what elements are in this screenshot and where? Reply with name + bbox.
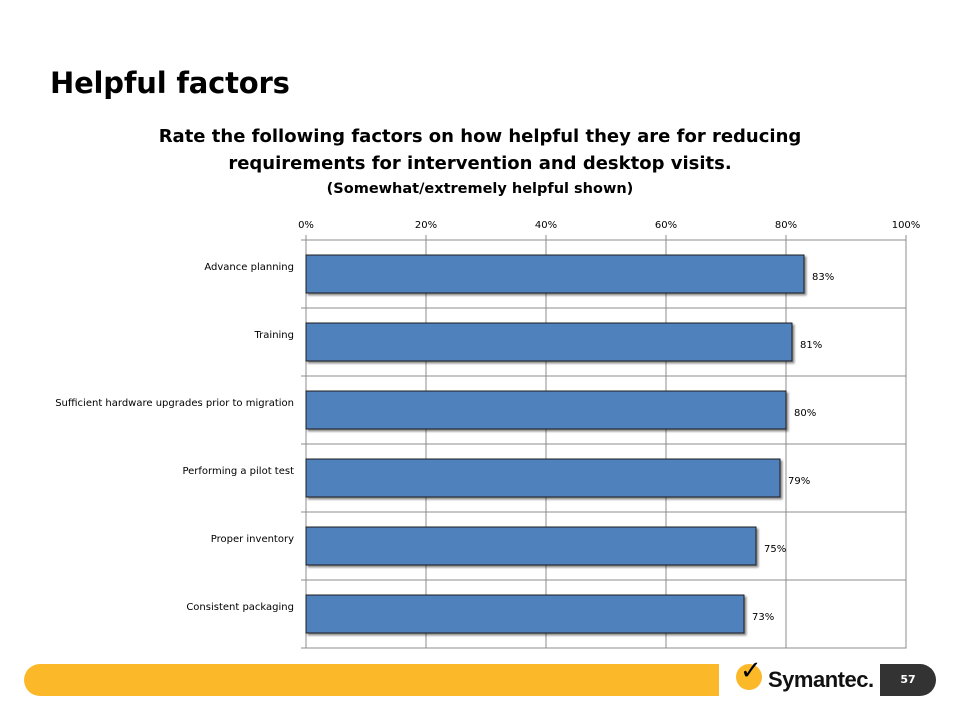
- x-tick-label: 60%: [655, 220, 677, 231]
- chart-title-line-2: requirements for intervention and deskto…: [228, 153, 732, 174]
- plot-area: [305, 239, 907, 649]
- bar: [305, 594, 745, 634]
- bar: [305, 254, 805, 294]
- slide-title: Helpful factors: [50, 66, 290, 100]
- x-tick-label: 0%: [298, 220, 314, 231]
- chart-title-line-1: Rate the following factors on how helpfu…: [158, 126, 802, 147]
- x-tick-label: 100%: [892, 220, 921, 231]
- x-tick-label: 80%: [775, 220, 797, 231]
- logo-check-icon: [736, 664, 762, 690]
- data-label: 81%: [800, 340, 822, 351]
- category-label: Performing a pilot test: [182, 466, 294, 477]
- data-label: 75%: [764, 544, 786, 555]
- bar: [305, 322, 793, 362]
- x-tick-label: 20%: [415, 220, 437, 231]
- category-label: Advance planning: [204, 262, 294, 273]
- check-mark-icon: ✓: [740, 656, 762, 686]
- category-label: Sufficient hardware upgrades prior to mi…: [55, 398, 294, 409]
- symantec-logo: ✓ Symantec.: [736, 658, 876, 698]
- x-tick-label: 40%: [535, 220, 557, 231]
- chart-subtitle: (Somewhat/extremely helpful shown): [326, 181, 634, 197]
- category-label: Training: [254, 330, 294, 341]
- bar: [305, 390, 787, 430]
- footer-bar: [24, 664, 719, 696]
- data-label: 80%: [794, 408, 816, 419]
- page-number: 57: [880, 664, 936, 696]
- data-label: 79%: [788, 476, 810, 487]
- logo-text: Symantec.: [768, 667, 874, 692]
- bar: [305, 458, 781, 498]
- data-label: 83%: [812, 272, 834, 283]
- data-label: 73%: [752, 612, 774, 623]
- category-label: Consistent packaging: [186, 602, 294, 613]
- bar: [305, 526, 757, 566]
- category-label: Proper inventory: [211, 534, 294, 545]
